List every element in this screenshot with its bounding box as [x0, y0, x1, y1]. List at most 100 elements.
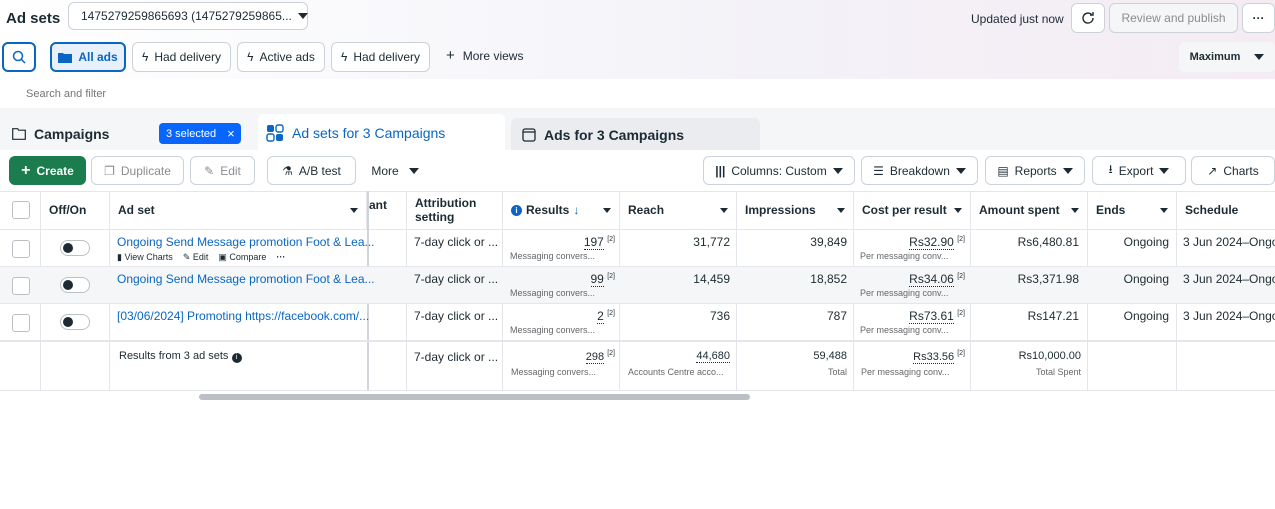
- column-header-ends[interactable]: Ends: [1088, 191, 1177, 229]
- view-label: Had delivery: [154, 50, 222, 64]
- footnote-marker: [2]: [607, 350, 615, 357]
- view-active-ads[interactable]: ϟ Active ads: [237, 42, 325, 72]
- folder-icon: [12, 128, 26, 140]
- sort-arrow-icon: ↓: [573, 203, 580, 217]
- table-row[interactable]: Ongoing Send Message promotion Foot & Le…: [0, 230, 1275, 267]
- tab-ads-content[interactable]: Ads for 3 Campaigns: [522, 127, 684, 143]
- impressions-value: 18,852: [810, 272, 847, 286]
- account-selector[interactable]: 1475279259865693 (1475279259865...: [68, 2, 308, 30]
- grid-icon: [266, 124, 284, 142]
- export-button[interactable]: ⭳ Export: [1092, 156, 1186, 185]
- duplicate-button[interactable]: ❐ Duplicate: [91, 156, 184, 185]
- cost-per-result-value: Rs34.06 [2]: [909, 272, 965, 287]
- table-row[interactable]: [03/06/2024] Promoting https://facebook.…: [0, 304, 1275, 341]
- footnote-marker: [2]: [607, 273, 615, 280]
- impressions-value: 787: [826, 309, 847, 323]
- cost-per-result-value: Rs32.90 [2]: [909, 235, 965, 250]
- row-checkbox[interactable]: [12, 240, 30, 258]
- plus-icon: +: [446, 47, 455, 64]
- edit-button[interactable]: ✎ Edit: [190, 156, 255, 185]
- view-all-ads[interactable]: All ads: [50, 42, 126, 72]
- compare-link[interactable]: ▣ Compare: [218, 252, 266, 263]
- charts-button[interactable]: ↗ Charts: [1191, 156, 1275, 185]
- column-header-reach[interactable]: Reach: [620, 191, 737, 229]
- sort-caret-icon: [720, 207, 728, 213]
- chevron-down-icon: [408, 167, 419, 174]
- refresh-button[interactable]: [1071, 3, 1105, 33]
- delivery-toggle[interactable]: [60, 314, 90, 330]
- cost-per-result-sub: Per messaging conv...: [860, 288, 949, 298]
- tab-ads[interactable]: [511, 118, 760, 150]
- horizontal-scrollbar[interactable]: [199, 394, 750, 400]
- delivery-toggle[interactable]: [60, 277, 90, 293]
- ends-value: Ongoing: [1123, 272, 1169, 286]
- table-row[interactable]: Ongoing Send Message promotion Foot & Le…: [0, 267, 1275, 304]
- view-had-delivery-1[interactable]: ϟ Had delivery: [132, 42, 231, 72]
- chart-icon: ↗: [1207, 163, 1218, 178]
- search-input[interactable]: [18, 84, 618, 104]
- row-checkbox[interactable]: [12, 277, 30, 295]
- ab-test-button[interactable]: ⚗ A/B test: [267, 156, 356, 185]
- chevron-down-icon: [1254, 54, 1265, 60]
- row-edit-link[interactable]: ✎ Edit: [183, 252, 209, 263]
- column-header-attribution[interactable]: Attribution setting: [407, 191, 503, 229]
- column-header-partial[interactable]: ant: [367, 191, 407, 229]
- column-header-adset[interactable]: Ad set: [110, 191, 367, 229]
- column-label: Amount spent: [979, 203, 1060, 217]
- create-button[interactable]: + Create: [9, 156, 86, 185]
- export-label: Export: [1118, 163, 1154, 178]
- column-header-impressions[interactable]: Impressions: [737, 191, 854, 229]
- column-header-cost-per-result[interactable]: Cost per result: [854, 191, 971, 229]
- view-had-delivery-2[interactable]: ϟ Had delivery: [331, 42, 430, 72]
- more-options-button[interactable]: ···: [1242, 3, 1275, 33]
- reports-button[interactable]: ▤ Reports: [985, 156, 1085, 185]
- selected-badge[interactable]: 3 selected ×: [159, 123, 241, 144]
- tab-campaigns-label: Campaigns: [34, 126, 110, 142]
- create-label: Create: [36, 163, 74, 178]
- attribution-value: 7-day click or ...: [414, 235, 499, 249]
- review-publish-button[interactable]: Review and publish: [1109, 3, 1238, 33]
- amount-spent-value: Rs6,480.81: [1017, 235, 1079, 249]
- select-all-checkbox[interactable]: [12, 201, 30, 219]
- columns-icon: |||: [715, 163, 726, 178]
- totals-spent-sub: Total Spent: [1035, 367, 1081, 377]
- totals-cpr-sub: Per messaging conv...: [861, 367, 950, 377]
- toggle-knob: [63, 317, 73, 327]
- close-icon[interactable]: ×: [227, 126, 235, 141]
- breakdown-button[interactable]: ☰ Breakdown: [861, 156, 978, 185]
- tab-campaigns[interactable]: Campaigns: [12, 126, 109, 142]
- adset-name-link[interactable]: [03/06/2024] Promoting https://facebook.…: [117, 309, 370, 323]
- column-label: Cost per result: [862, 203, 947, 217]
- page-title: Ad sets: [6, 10, 61, 27]
- columns-label: Columns: Custom: [731, 163, 827, 178]
- column-header-results[interactable]: i Results ↓: [503, 191, 620, 229]
- column-header-schedule[interactable]: Schedule: [1185, 203, 1239, 217]
- adset-name-link[interactable]: Ongoing Send Message promotion Foot & Le…: [117, 272, 375, 286]
- column-header-offon[interactable]: Off/On: [40, 191, 110, 229]
- results-sub: Messaging convers...: [510, 288, 596, 298]
- tab-ads-label: Ads for 3 Campaigns: [544, 127, 685, 143]
- ad-icon: [522, 128, 536, 142]
- more-views-button[interactable]: + More views: [446, 47, 523, 64]
- view-all-ads-label: All ads: [78, 50, 118, 64]
- adset-name-link[interactable]: Ongoing Send Message promotion Foot & Le…: [117, 235, 375, 249]
- view-charts-link[interactable]: ▮ View Charts: [117, 252, 173, 263]
- row-more-button[interactable]: ···: [276, 252, 286, 262]
- footnote-marker: [2]: [957, 273, 965, 280]
- date-range-select[interactable]: Maximum: [1179, 42, 1275, 72]
- column-header-amount-spent[interactable]: Amount spent: [971, 191, 1088, 229]
- row-checkbox[interactable]: [12, 314, 30, 332]
- search-button[interactable]: [2, 42, 36, 72]
- results-number: 99: [590, 272, 604, 287]
- tab-adsets-content[interactable]: Ad sets for 3 Campaigns: [266, 124, 445, 142]
- cpr-number: Rs73.61: [909, 309, 954, 324]
- toggle-knob: [63, 280, 73, 290]
- columns-button[interactable]: ||| Columns: Custom: [703, 156, 855, 185]
- row-edit-label: Edit: [192, 252, 209, 262]
- more-button[interactable]: More: [361, 156, 429, 185]
- totals-results-number: 298: [585, 350, 605, 364]
- tab-adsets[interactable]: [258, 114, 505, 150]
- chevron-down-icon: [297, 13, 308, 19]
- impressions-value: 39,849: [810, 235, 847, 249]
- delivery-toggle[interactable]: [60, 240, 90, 256]
